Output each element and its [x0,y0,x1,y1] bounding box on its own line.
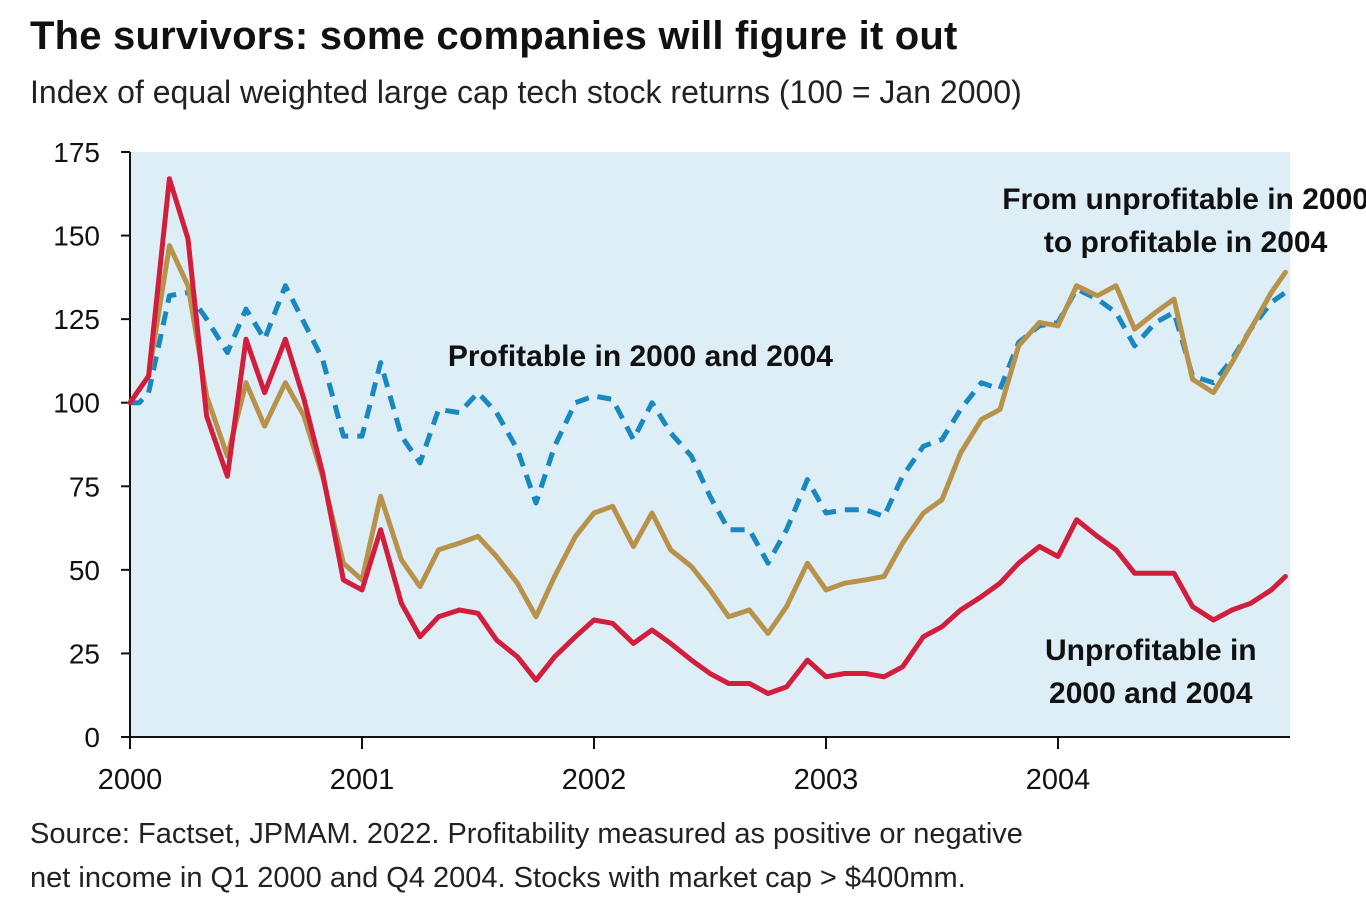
series-annotation-1: to profitable in 2004 [1044,226,1328,259]
chart-title: The survivors: some companies will figur… [30,14,958,58]
y-tick-label: 0 [84,722,100,753]
x-tick-label: 2002 [562,764,627,796]
x-tick-label: 2004 [1026,764,1091,796]
series-line-3 [127,176,1288,696]
source-note: Source: Factset, JPMAM. 2022. Profitabil… [30,812,1350,900]
series-annotation-3: 2000 and 2004 [1049,677,1253,710]
y-tick-label: 125 [53,304,100,335]
plot-area [130,152,1290,737]
x-tick-label: 2000 [98,764,163,796]
source-line-1: Source: Factset, JPMAM. 2022. Profitabil… [30,818,1023,850]
y-tick-label: 25 [69,638,100,669]
y-tick-label: 100 [53,388,100,419]
y-tick-label: 75 [69,471,100,502]
series-annotation-1: From unprofitable in 2000 [1002,183,1366,216]
chart-subtitle: Index of equal weighted large cap tech s… [30,74,1022,110]
x-tick-label: 2001 [330,764,395,796]
y-tick-label: 175 [53,137,100,168]
x-tick-label: 2003 [794,764,859,796]
series-annotation-3: Unprofitable in [1045,634,1257,667]
series-annotation-2: Profitable in 2000 and 2004 [448,340,833,373]
y-tick-label: 150 [53,221,100,252]
y-tick-label: 50 [69,555,100,586]
series-line-1 [130,283,1287,566]
source-line-2: net income in Q1 2000 and Q4 2004. Stock… [30,862,966,894]
